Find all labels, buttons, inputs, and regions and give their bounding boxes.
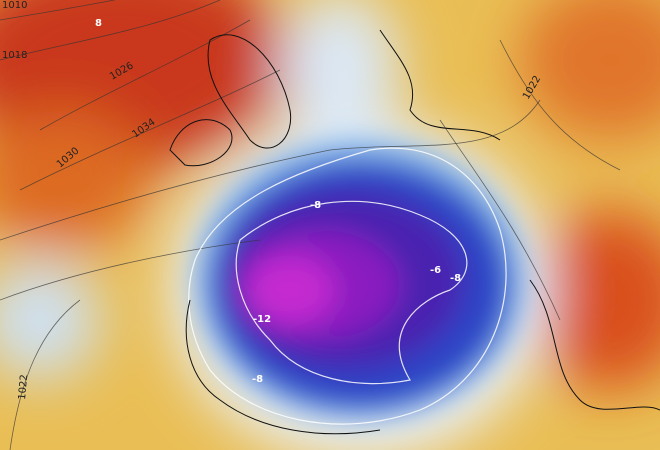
temperature-label: 8 [95, 18, 102, 29]
isobar-label: 1018 [2, 50, 27, 61]
isotherms [188, 147, 507, 425]
temperature-label: -8 [252, 374, 263, 385]
isobar-label: 1010 [2, 0, 27, 11]
temperature-label: -8 [450, 273, 461, 284]
cold-core [195, 140, 525, 420]
isobars [0, 0, 621, 450]
coastlines [169, 29, 660, 435]
temperature-label: -12 [253, 314, 271, 325]
temperature-label: -6 [430, 265, 441, 276]
isobar-label: 1022 [17, 374, 30, 400]
temperature-label: -8 [310, 200, 321, 211]
